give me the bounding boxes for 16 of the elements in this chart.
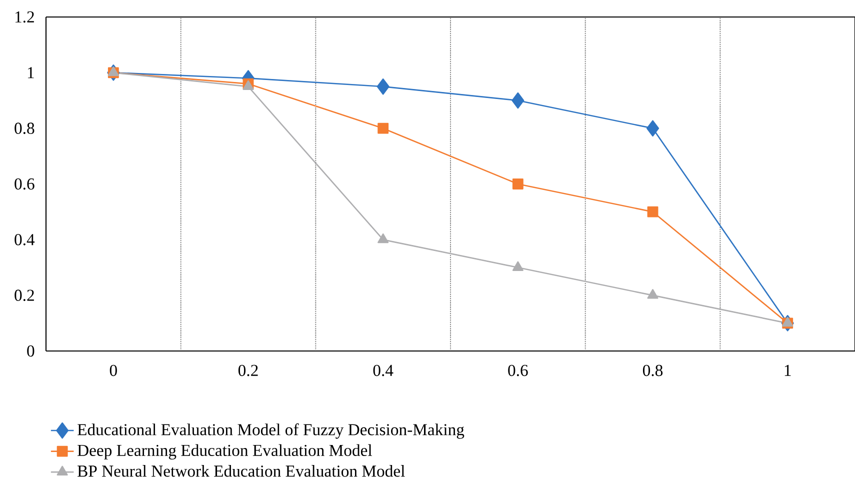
y-tick-label: 0.2 — [14, 290, 34, 301]
y-tick-label: 0 — [27, 345, 34, 357]
x-tick-label: 0.8 — [642, 364, 663, 376]
y-tick-label: 1 — [28, 67, 34, 78]
legend-label: BP Neural Network Education Evaluation Model — [78, 465, 405, 477]
legend-label: Educational Evaluation Model of Fuzzy Decision-Making — [78, 423, 464, 439]
legend-label: Deep Learning Education Evaluation Model — [78, 444, 372, 460]
x-tick-label: 0.2 — [238, 364, 258, 376]
y-tick-label: 1.2 — [15, 11, 34, 23]
x-tick-label: 1 — [784, 364, 791, 376]
x-tick-label: 0 — [110, 364, 117, 376]
y-tick-label: 0.6 — [14, 178, 34, 190]
y-tick-label: 0.8 — [14, 122, 34, 134]
x-tick-label: 0.4 — [373, 364, 394, 376]
y-tick-label: 0.4 — [14, 234, 35, 246]
x-tick-label: 0.6 — [508, 364, 528, 376]
